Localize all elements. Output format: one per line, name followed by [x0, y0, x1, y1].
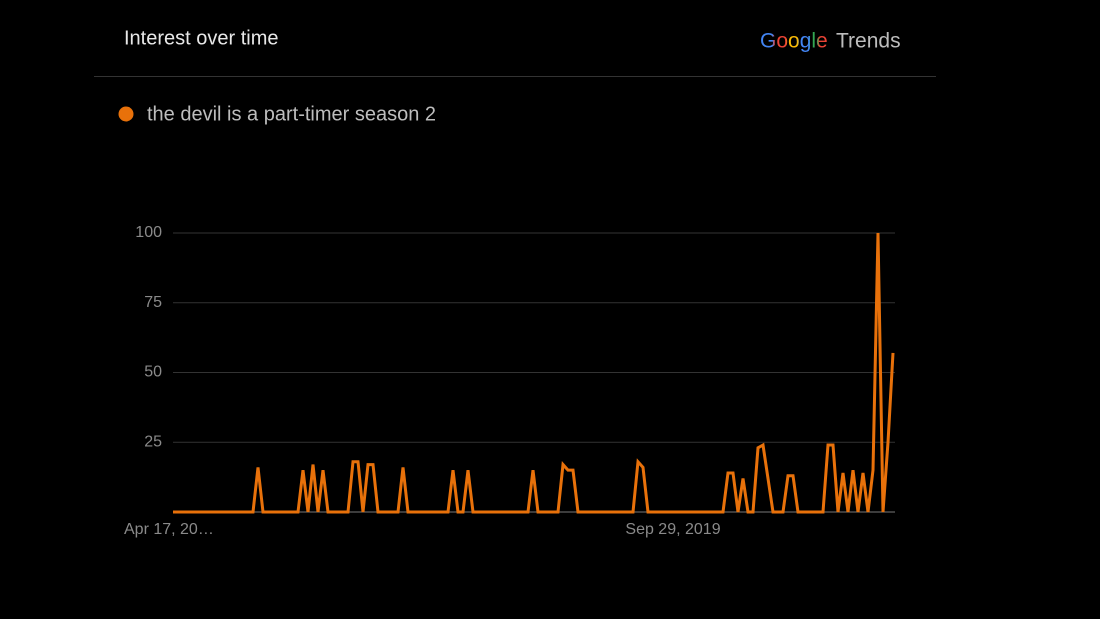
widget-title: Interest over time — [124, 27, 279, 49]
series-line — [173, 232, 895, 514]
logo-brand: Google — [760, 30, 828, 53]
x-tick-label: Apr 17, 20… — [124, 521, 214, 538]
logo-product: Trends — [836, 30, 901, 53]
legend-marker — [118, 106, 134, 122]
legend-label: the devil is a part-timer season 2 — [147, 103, 436, 125]
y-tick-label: 75 — [144, 294, 162, 311]
y-tick-label: 25 — [144, 433, 162, 450]
x-tick-label: Sep 29, 2019 — [625, 521, 720, 538]
y-tick-label: 100 — [135, 224, 162, 241]
y-tick-label: 50 — [144, 364, 162, 381]
